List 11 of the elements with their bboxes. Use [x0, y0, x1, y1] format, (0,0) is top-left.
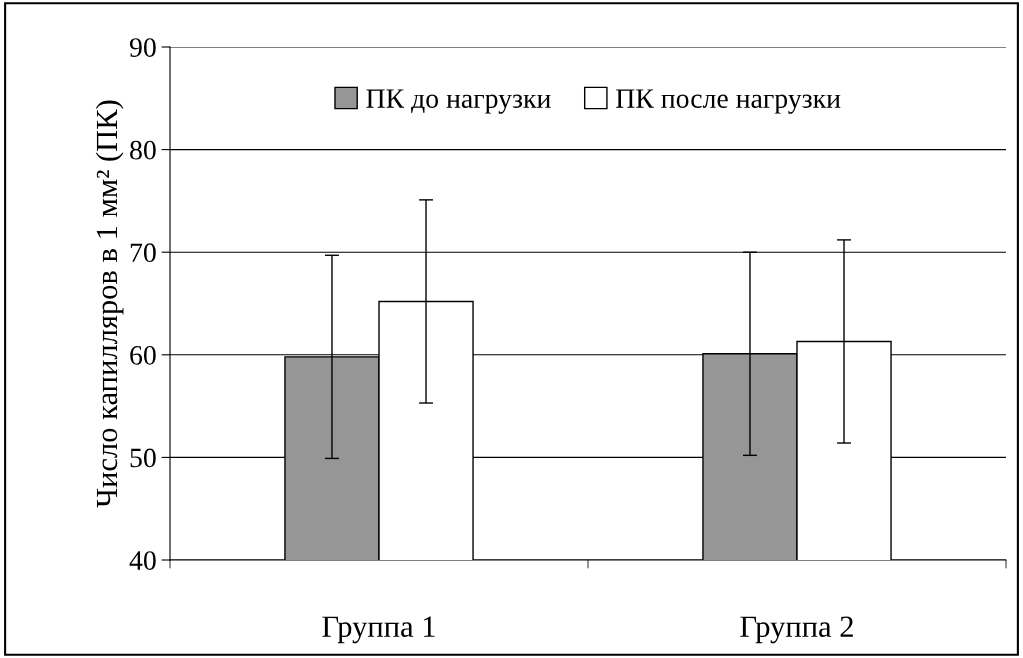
x-tick-label: Группа 2 [740, 616, 853, 644]
x-tick-label: Группа 1 [322, 616, 435, 644]
y-tick-label: 90 [129, 38, 156, 57]
legend-label: ПК до нагрузки [366, 89, 551, 114]
legend-label: ПК после нагрузки [616, 89, 841, 114]
y-tick-label: 80 [130, 140, 156, 160]
y-tick-label: 50 [130, 448, 156, 468]
y-tick-label: 70 [130, 243, 156, 263]
y-tick-label: 60 [130, 345, 156, 365]
y-tick-label: 40 [129, 551, 156, 570]
y-axis-title: Число капилляров в 1 мм² (ПК) [95, 100, 124, 508]
